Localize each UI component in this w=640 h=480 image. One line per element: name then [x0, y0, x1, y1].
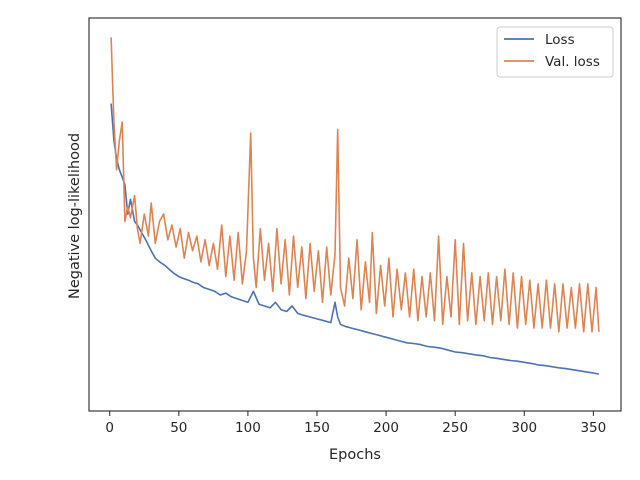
- x-tick-label: 200: [373, 420, 399, 436]
- x-tick-label: 150: [304, 420, 330, 436]
- x-tick-label: 0: [105, 420, 114, 436]
- legend: Loss Val. loss: [496, 26, 614, 78]
- legend-label-loss: Loss: [545, 32, 575, 48]
- series-line-loss: [110, 103, 600, 375]
- series-line-val-loss: [110, 37, 600, 333]
- x-tick-label: 350: [580, 420, 606, 436]
- y-axis-label: Negative log-likelihood: [67, 133, 83, 299]
- legend-label-val-loss: Val. loss: [545, 54, 600, 70]
- x-tick-label: 50: [170, 420, 187, 436]
- x-tick-label: 100: [235, 420, 261, 436]
- plot-lines: [110, 37, 600, 375]
- x-axis-label: Epochs: [329, 447, 381, 463]
- plot-frame: [88, 17, 622, 412]
- x-axis-ticks: 0 50 100 150 200 250 300 350: [105, 411, 606, 436]
- x-tick-label: 300: [511, 420, 537, 436]
- x-tick-label: 250: [442, 420, 468, 436]
